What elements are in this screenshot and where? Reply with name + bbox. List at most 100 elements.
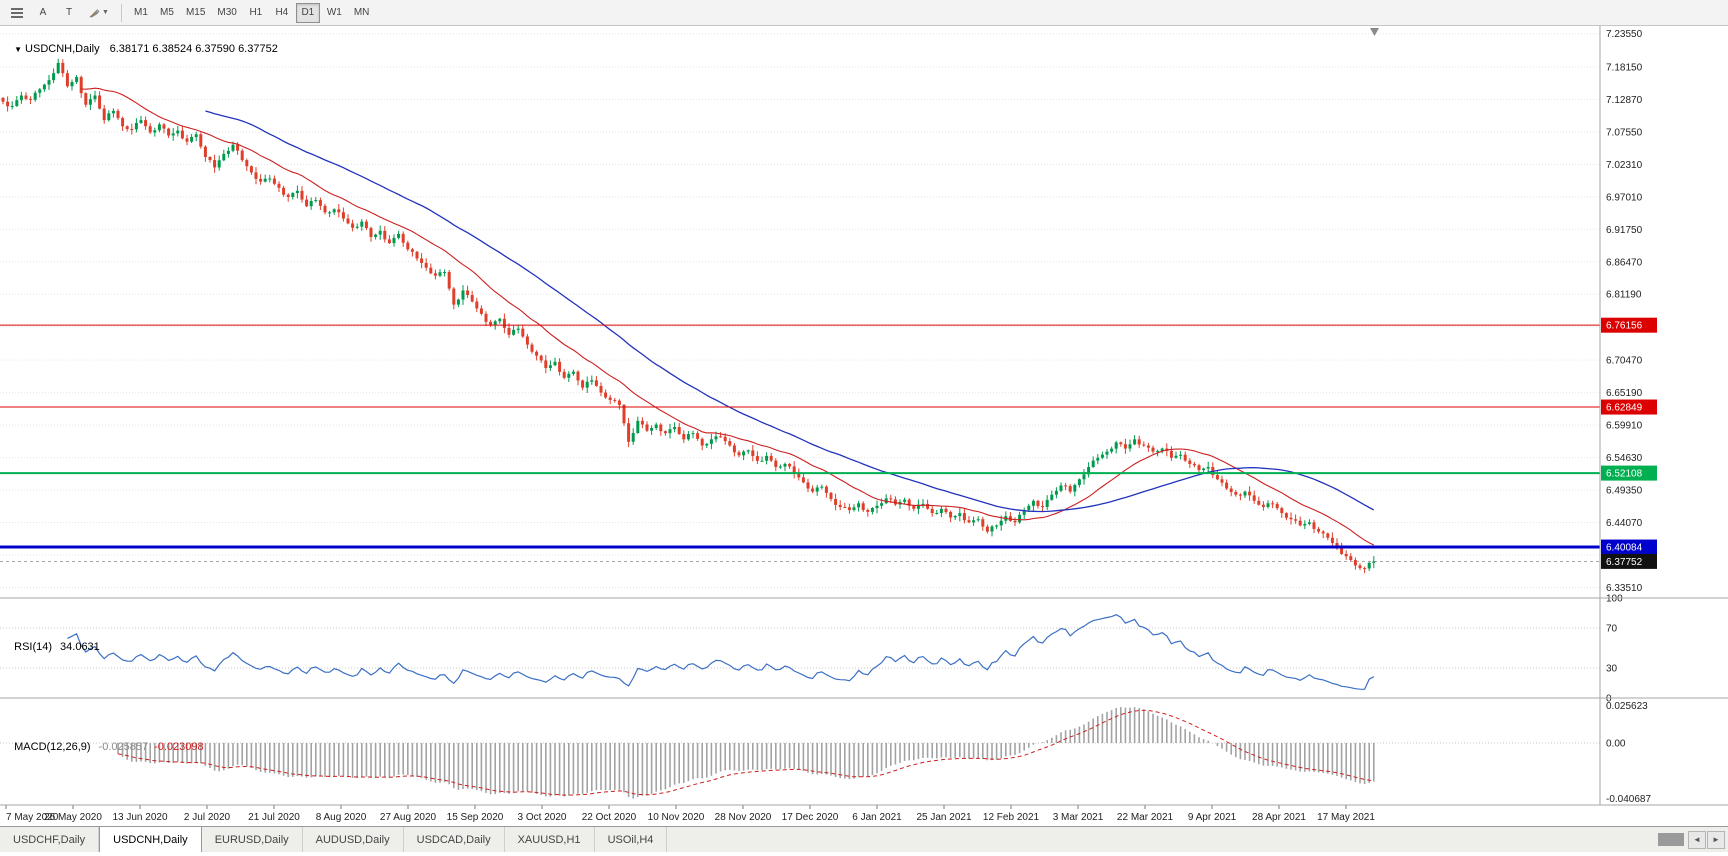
svg-text:6.86470: 6.86470 <box>1606 257 1643 268</box>
svg-text:6.65190: 6.65190 <box>1606 388 1643 399</box>
draw-tool-button[interactable]: ▼ <box>83 3 114 23</box>
text-tool-button[interactable]: T <box>57 3 81 23</box>
ma-slow-line <box>205 110 1375 513</box>
hamburger-icon <box>11 6 23 20</box>
svg-text:13 Jun 2020: 13 Jun 2020 <box>112 812 167 823</box>
tab-scrollbar-thumb[interactable] <box>1658 833 1684 846</box>
svg-text:3 Oct 2020: 3 Oct 2020 <box>518 812 567 823</box>
svg-text:3 Mar 2021: 3 Mar 2021 <box>1053 812 1104 823</box>
chart-tabs: USDCHF,Daily USDCNH,Daily EURUSD,Daily AUDU… <box>0 827 668 852</box>
current-price-marker: 6.37752 <box>0 553 1657 569</box>
svg-text:0.00: 0.00 <box>1606 738 1626 749</box>
svg-text:7.23550: 7.23550 <box>1606 29 1643 40</box>
svg-text:70: 70 <box>1606 624 1618 635</box>
timeframe-button-m30[interactable]: M30 <box>212 3 241 23</box>
svg-text:6.52108: 6.52108 <box>1606 469 1643 480</box>
svg-text:22 Mar 2021: 22 Mar 2021 <box>1117 812 1174 823</box>
svg-text:6.62849: 6.62849 <box>1606 403 1643 414</box>
timeframe-button-m15[interactable]: M15 <box>181 3 210 23</box>
chart-symbol-label: ▼ USDCNH,Daily 6.38171 6.38524 6.37590 6.3… <box>8 31 278 55</box>
chart-tab-xauusd[interactable]: XAUUSD,H1 <box>505 827 595 852</box>
macd-panel: 0.025623 0.00 -0.040687 <box>0 701 1651 805</box>
macd-name: MACD(12,26,9) <box>14 741 91 753</box>
svg-text:28 Nov 2020: 28 Nov 2020 <box>715 812 772 823</box>
svg-text:6.81190: 6.81190 <box>1606 290 1642 301</box>
chart-tab-usoil[interactable]: USOil,H4 <box>595 827 668 852</box>
rsi-indicator-label: RSI(14) 34.0631 <box>8 629 100 653</box>
svg-text:7 May 2020: 7 May 2020 <box>6 812 59 823</box>
svg-text:6.97010: 6.97010 <box>1606 192 1643 203</box>
svg-text:26 May 2020: 26 May 2020 <box>44 812 102 823</box>
svg-text:6.37752: 6.37752 <box>1606 557 1643 568</box>
svg-text:7.07550: 7.07550 <box>1606 128 1643 139</box>
chart-canvas[interactable]: 6.761566.628496.521086.400846.377527.235… <box>0 26 1728 826</box>
chart-tab-usdcad[interactable]: USDCAD,Daily <box>404 827 505 852</box>
svg-text:8 Aug 2020: 8 Aug 2020 <box>316 812 367 823</box>
svg-text:6.70470: 6.70470 <box>1606 356 1643 367</box>
horizontal-line-6.62849[interactable]: 6.62849 <box>0 399 1657 415</box>
pointer-tool-button[interactable]: A <box>31 3 55 23</box>
chart-tab-eurusd[interactable]: EURUSD,Daily <box>202 827 303 852</box>
svg-text:25 Jan 2021: 25 Jan 2021 <box>916 812 971 823</box>
horizontal-line-6.76156[interactable]: 6.76156 <box>0 317 1657 333</box>
rsi-name: RSI(14) <box>14 641 53 653</box>
svg-text:6.40084: 6.40084 <box>1606 543 1643 554</box>
top-toolbar: A T ▼ M1 M5 M15 M30 H1 H4 D1 W1 MN <box>0 0 1728 26</box>
tab-scroll-controls: ◄ ► <box>1658 827 1728 852</box>
timeframe-button-m5[interactable]: M5 <box>155 3 179 23</box>
tab-scroll-right-button[interactable]: ► <box>1707 830 1725 849</box>
tab-scroll-left-button[interactable]: ◄ <box>1688 830 1706 849</box>
svg-text:0.025623: 0.025623 <box>1606 701 1648 712</box>
timeframe-button-h4[interactable]: H4 <box>270 3 294 23</box>
svg-text:6.44070: 6.44070 <box>1606 518 1643 529</box>
svg-text:21 Jul 2020: 21 Jul 2020 <box>248 812 300 823</box>
timeframe-button-group: M1 M5 M15 M30 H1 H4 D1 W1 MN <box>128 2 375 23</box>
ohlc-values: 6.38171 6.38524 6.37590 6.37752 <box>109 43 278 55</box>
horizontal-line-6.52108[interactable]: 6.52108 <box>0 465 1657 481</box>
timeframe-button-w1[interactable]: W1 <box>322 3 347 23</box>
svg-text:6.59910: 6.59910 <box>1606 421 1643 432</box>
ma-fast-line <box>81 87 1375 546</box>
svg-text:6.54630: 6.54630 <box>1606 453 1643 464</box>
chart-tab-audusd[interactable]: AUDUSD,Daily <box>303 827 404 852</box>
svg-text:12 Feb 2021: 12 Feb 2021 <box>983 812 1040 823</box>
svg-text:28 Apr 2021: 28 Apr 2021 <box>1252 812 1306 823</box>
rsi-value: 34.0631 <box>60 641 100 653</box>
svg-text:2 Jul 2020: 2 Jul 2020 <box>184 812 231 823</box>
svg-text:6.33510: 6.33510 <box>1606 583 1643 594</box>
chevron-down-icon: ▼ <box>102 9 109 16</box>
macd-indicator-label: MACD(12,26,9) -0.025857 -0.023098 <box>8 729 204 753</box>
svg-text:10 Nov 2020: 10 Nov 2020 <box>648 812 705 823</box>
chart-shift-marker-icon[interactable] <box>1370 28 1379 36</box>
svg-text:17 Dec 2020: 17 Dec 2020 <box>782 812 839 823</box>
svg-text:9 Apr 2021: 9 Apr 2021 <box>1188 812 1237 823</box>
symbol-title: USDCNH,Daily <box>25 43 100 55</box>
svg-text:22 Oct 2020: 22 Oct 2020 <box>582 812 637 823</box>
svg-text:27 Aug 2020: 27 Aug 2020 <box>380 812 437 823</box>
menu-icon[interactable] <box>5 3 29 23</box>
price-gridlines <box>0 33 1600 588</box>
chart-tab-usdchf[interactable]: USDCHF,Daily <box>0 827 100 852</box>
timeframe-button-m1[interactable]: M1 <box>129 3 153 23</box>
svg-text:6.49350: 6.49350 <box>1606 486 1643 497</box>
panel-separators <box>0 26 1728 806</box>
chart-tab-usdcnh[interactable]: USDCNH,Daily <box>99 827 202 852</box>
timeframe-button-h1[interactable]: H1 <box>244 3 268 23</box>
symbol-caret-icon[interactable]: ▼ <box>14 45 23 54</box>
toolbar-separator <box>120 3 122 22</box>
svg-text:7.02310: 7.02310 <box>1606 160 1643 171</box>
timeframe-button-mn[interactable]: MN <box>349 3 375 23</box>
macd-signal-value: -0.023098 <box>154 741 204 753</box>
svg-text:7.12870: 7.12870 <box>1606 95 1643 106</box>
svg-text:100: 100 <box>1606 594 1623 605</box>
pencil-icon <box>89 8 100 17</box>
svg-text:30: 30 <box>1606 664 1618 675</box>
svg-text:6 Jan 2021: 6 Jan 2021 <box>852 812 902 823</box>
timeframe-button-d1[interactable]: D1 <box>295 2 320 23</box>
price-axis[interactable]: 7.23550 7.18150 7.12870 7.07550 7.02310 6.970… <box>1606 29 1643 594</box>
svg-text:0: 0 <box>1606 694 1612 705</box>
svg-text:7.18150: 7.18150 <box>1606 62 1643 73</box>
rsi-panel: 100 70 30 0 <box>0 594 1623 705</box>
horizontal-line-6.40084[interactable]: 6.40084 <box>0 539 1657 555</box>
